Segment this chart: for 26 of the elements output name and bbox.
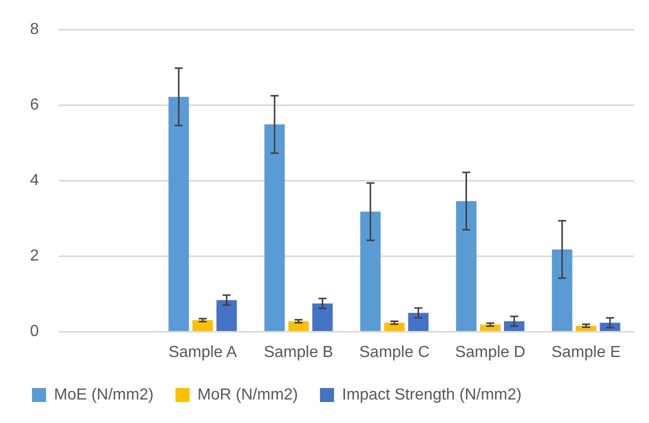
bar [360,212,381,332]
bar [192,320,213,332]
bar [552,249,572,332]
y-tick-label: 6 [30,96,39,114]
bar [384,322,405,332]
y-tick-label: 0 [30,323,39,340]
y-tick-label: 8 [30,21,39,38]
legend-label: MoR (N/mm2) [198,386,298,404]
x-tick-label: Sample E [551,344,621,361]
bar [408,312,429,332]
bar [168,96,189,332]
x-tick-label: Sample C [359,344,430,361]
bar [456,201,476,332]
bar [312,303,333,332]
bar [480,324,500,332]
bar [264,124,285,332]
y-tick-label: 4 [30,172,39,190]
bar [504,321,524,332]
legend-label: MoE (N/mm2) [54,386,154,404]
x-tick-label: Sample A [168,344,238,361]
x-tick-label: Sample B [264,344,334,361]
bar [216,300,237,332]
y-tick-label: 2 [30,248,39,265]
x-tick-label: Sample D [455,344,526,361]
legend-label: Impact Strength (N/mm2) [342,386,522,404]
bar [288,321,309,332]
